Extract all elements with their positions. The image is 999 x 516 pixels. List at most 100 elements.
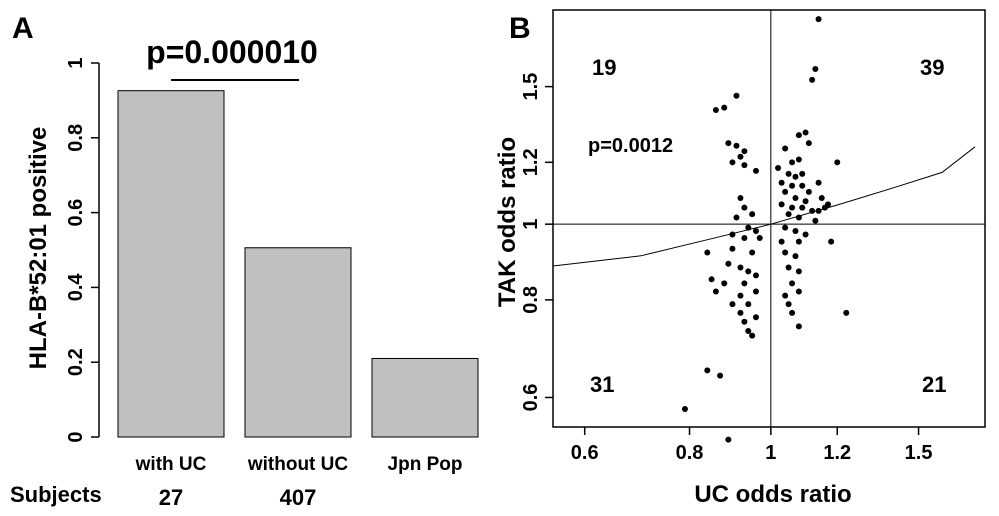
scatter-point	[812, 217, 819, 224]
x-tick-label: 1.5	[905, 442, 933, 464]
category-label: with UC	[135, 454, 207, 475]
scatter-point	[729, 301, 736, 308]
scatter-point	[815, 179, 822, 186]
scatter-point	[795, 156, 802, 163]
scatter-point	[792, 253, 799, 260]
x-axis-title: UC odds ratio	[694, 481, 851, 508]
y-tick-label: 1.2	[520, 148, 542, 176]
scatter-point	[789, 280, 796, 287]
scatter-point	[745, 224, 752, 231]
panel-label-b: B	[509, 12, 531, 45]
panel-b: B TAK odds ratio UC odds ratio 0.6 0.8 1 1.…	[494, 9, 986, 508]
scatter-point	[778, 201, 785, 208]
scatter-point	[756, 235, 763, 242]
scatter-point	[782, 188, 789, 195]
x-tick-label: 1.2	[823, 442, 851, 464]
scatter-point	[795, 288, 802, 295]
scatter-point	[812, 65, 819, 72]
scatter-point	[752, 272, 759, 279]
scatter-point	[733, 142, 740, 149]
scatter-point	[795, 268, 802, 275]
scatter-point	[708, 276, 715, 283]
y-tick-label: 0.2	[65, 348, 87, 376]
plot-frame	[552, 9, 986, 428]
x-tick-label: 0.8	[676, 442, 704, 464]
scatter-point	[818, 195, 825, 202]
y-tick-label: 0.6	[520, 384, 542, 412]
scatter-point	[729, 245, 736, 252]
scatter-point	[745, 268, 752, 275]
scatter-point	[775, 165, 782, 172]
scatter-point	[749, 249, 756, 256]
scatter-point	[737, 195, 744, 202]
scatter-point	[741, 204, 748, 211]
scatter-point	[712, 288, 719, 295]
quadrant-count-top-left: 19	[592, 55, 616, 80]
x-tick-label: 0.6	[571, 442, 599, 464]
bars	[117, 90, 479, 438]
scatter-point	[737, 264, 744, 271]
scatter-point	[795, 238, 802, 245]
scatter-point	[737, 153, 744, 160]
quadrant-count-bottom-left: 31	[590, 372, 614, 397]
scatter-point	[729, 159, 736, 166]
scatter-point	[782, 249, 789, 256]
quadrant-count-bottom-right: 21	[922, 372, 946, 397]
scatter-point	[778, 179, 785, 186]
subjects-label: Subjects	[10, 482, 102, 507]
scatter-point	[741, 235, 748, 242]
category-labels: with UC without UC Jpn Pop	[135, 454, 463, 475]
scatter-point	[782, 224, 789, 231]
scatter-point	[717, 372, 724, 379]
y-tick-label: 1	[65, 57, 87, 68]
scatter-point	[721, 104, 728, 111]
scatter-point	[789, 204, 796, 211]
quadrant-count-top-right: 39	[920, 55, 944, 80]
p-value-annotation: p=0.000010	[146, 34, 318, 70]
scatter-point	[741, 162, 748, 169]
scatter-point	[704, 367, 711, 374]
scatter-point	[789, 309, 796, 316]
scatter-point	[785, 211, 792, 218]
scatter-point	[778, 238, 785, 245]
scatter-point	[704, 249, 711, 256]
scatter-point	[805, 188, 812, 195]
y-tick-label: 0.6	[65, 199, 87, 227]
category-label: without UC	[247, 454, 349, 475]
scatter-point	[733, 214, 740, 221]
scatter-point	[815, 207, 822, 214]
scatter-point	[799, 170, 806, 177]
scatter-point	[745, 327, 752, 334]
scatter-point	[792, 228, 799, 235]
scatter-point	[729, 231, 736, 238]
trend-line	[552, 146, 976, 267]
scatter-point	[795, 323, 802, 330]
scatter-point	[712, 107, 719, 114]
scatter-point	[785, 301, 792, 308]
p-value-annotation: p=0.0012	[588, 135, 673, 157]
bar	[117, 90, 225, 438]
scatter-point	[725, 260, 732, 267]
scatter-point	[809, 207, 816, 214]
panel-label-a: A	[12, 12, 34, 45]
y-tick-label: 1	[520, 219, 542, 230]
scatter-point	[789, 182, 796, 189]
scatter-point	[752, 228, 759, 235]
scatter-point	[752, 288, 759, 295]
y-tick-label: 1.5	[520, 73, 542, 101]
scatter-point	[809, 76, 816, 83]
scatter-point	[821, 204, 828, 211]
scatter-point	[805, 140, 812, 147]
scatter-point	[795, 132, 802, 139]
scatter-point	[752, 314, 759, 321]
scatter-point	[745, 301, 752, 308]
y-ticks: 0 0.2 0.4 0.6 0.8 1	[65, 57, 99, 443]
scatter-point	[795, 214, 802, 221]
scatter-point	[843, 309, 850, 316]
scatter-point	[752, 167, 759, 174]
x-ticks: 0.6 0.8 1 1.2 1.5	[571, 427, 933, 464]
scatter-point	[785, 170, 792, 177]
scatter-point	[802, 231, 809, 238]
subjects-count-without-uc: 407	[280, 485, 317, 510]
